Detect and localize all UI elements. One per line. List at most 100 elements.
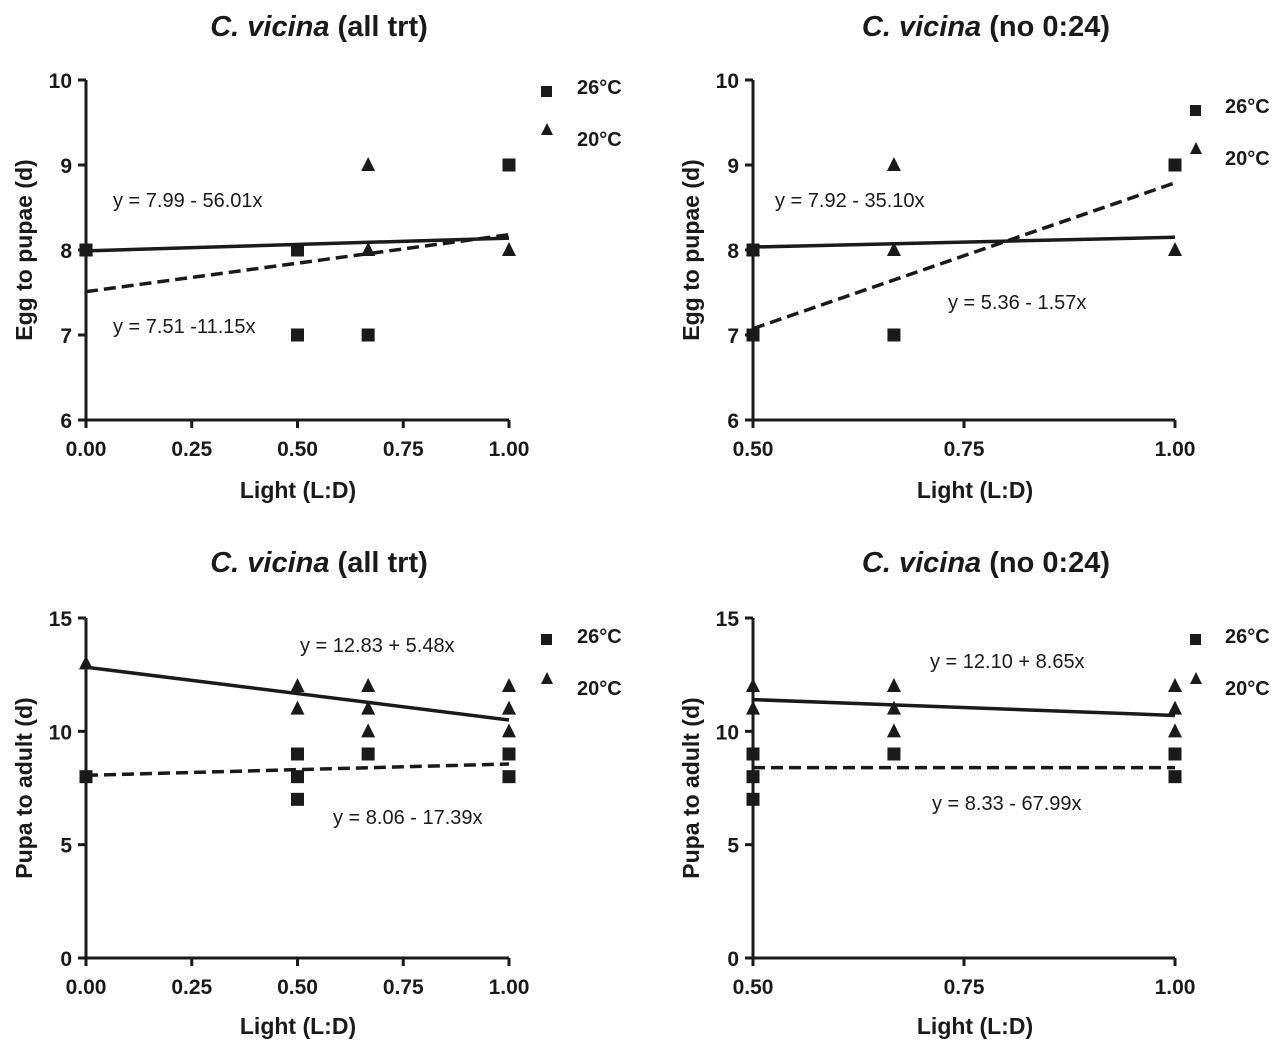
data-point-20c [361,723,376,738]
y-tick-label: 0 [727,948,739,971]
data-point-20c [361,157,376,171]
y-axis-label: Pupa to adult (d) [11,697,37,878]
data-point-20c [502,700,516,715]
data-point-20c [886,242,901,256]
fit-line-20c [752,697,1176,718]
x-tick-label: 0.75 [383,438,424,461]
legend-triangle-marker [1190,142,1202,154]
data-point-26c [887,747,901,761]
legend-square-marker [541,634,552,645]
y-axis-label: Egg to pupae (d) [678,159,704,340]
legend-square-marker [541,86,552,97]
y-tick-label: 10 [49,721,72,744]
data-point-20c [502,242,516,256]
data-point-26c [502,158,516,172]
data-point-20c [502,723,516,738]
fit-line-26c [85,762,510,778]
data-point-26c [1168,747,1182,761]
data-point-26c [1168,770,1182,784]
legend-label-26c: 26°C [1225,626,1270,648]
legend: 26°C 20°C [1190,626,1270,700]
data-point-26c [361,747,375,761]
data-point-20c [886,723,901,738]
fit-equation-20c: y = 12.83 + 5.48x [300,635,455,657]
data-point-26c [502,747,516,761]
data-point-26c [1168,158,1182,172]
fit-line-20c [752,235,1176,249]
fit-equation-26c: y = 7.51 -11.15x [113,316,256,338]
y-tick-label: 15 [716,608,740,631]
fit-line-20c [85,236,510,253]
y-tick-label: 10 [716,70,739,93]
legend-label-20c: 20°C [577,129,622,151]
y-tick-label: 9 [60,155,72,178]
legend-label-20c: 20°C [1225,148,1270,170]
legend-label-26c: 26°C [1225,96,1270,118]
fit-equation-20c: y = 12.10 + 8.65x [930,651,1085,673]
x-tick-label: 1.00 [1155,438,1196,461]
y-tick-label: 9 [727,155,739,178]
data-point-26c [291,328,304,342]
data-point-20c [886,678,901,692]
legend-triangle-marker [541,672,553,684]
x-tick-label: 0.50 [733,976,774,999]
fit-equation-26c: y = 8.33 - 67.99x [932,793,1082,815]
x-tick-label: 0.75 [383,976,424,999]
fit-equation-26c: y = 8.06 - 17.39x [333,807,483,829]
x-tick-label: 0.00 [66,976,107,999]
legend-label-26c: 26°C [577,626,622,648]
y-tick-label: 7 [60,325,72,348]
x-tick-label: 0.25 [171,438,212,461]
data-point-20c [290,700,305,715]
data-point-20c [886,700,901,715]
y-tick-label: 15 [49,608,73,631]
chart-title: C. vicina (all trt) [210,547,428,579]
fit-equation-20c: y = 7.92 - 35.10x [775,190,925,212]
x-tick-label: 1.00 [489,438,530,461]
legend-triangle-marker [1190,672,1202,684]
x-tick-label: 0.75 [944,438,985,461]
fit-line-20c [85,665,510,722]
y-tick-label: 5 [60,835,72,858]
x-tick-label: 1.00 [489,976,530,999]
panel-pupa-to-adult-no-0-24: C. vicina (no 0:24) Pupa to adult (d) Li… [678,547,1270,1039]
data-point-20c [1168,242,1182,256]
data-point-20c [1168,723,1182,738]
panel-egg-to-pupae-no-0-24: C. vicina (no 0:24) Egg to pupae (d) Lig… [678,11,1270,503]
x-tick-label: 0.00 [66,438,107,461]
legend: 26°C 20°C [541,77,622,151]
y-tick-label: 5 [727,835,739,858]
data-point-20c [361,678,376,692]
legend-triangle-marker [541,123,553,135]
data-point-26c [887,328,901,342]
x-axis-label: Light (L:D) [917,477,1033,503]
data-point-26c [291,792,304,806]
legend-label-26c: 26°C [577,77,622,99]
x-axis-label: Light (L:D) [917,1013,1033,1039]
x-axis-label: Light (L:D) [240,1013,356,1039]
y-tick-label: 10 [49,70,72,93]
panel-egg-to-pupae-all-trt: C. vicina (all trt) Egg to pupae (d) Lig… [11,11,622,503]
chart-title: C. vicina (all trt) [210,11,428,43]
x-tick-label: 1.00 [1155,976,1196,999]
data-point-20c [361,700,376,715]
y-axis-label: Egg to pupae (d) [11,159,37,340]
fit-equation-20c: y = 7.99 - 56.01x [113,190,263,212]
x-tick-label: 0.50 [277,438,318,461]
x-tick-label: 0.50 [277,976,318,999]
panel-pupa-to-adult-all-trt: C. vicina (all trt) Pupa to adult (d) Li… [11,547,622,1039]
y-tick-label: 0 [60,948,72,971]
y-axis-label: Pupa to adult (d) [678,697,704,878]
y-tick-label: 7 [727,325,739,348]
data-point-20c [502,678,516,692]
legend-label-20c: 20°C [577,678,622,700]
y-tick-label: 8 [727,240,739,263]
y-tick-label: 10 [716,721,739,744]
data-point-20c [1168,700,1182,715]
data-point-26c [361,328,375,342]
y-tick-label: 6 [60,410,72,433]
data-point-20c [290,678,305,692]
data-point-20c [1168,678,1182,692]
fit-line-26c [752,181,1176,331]
